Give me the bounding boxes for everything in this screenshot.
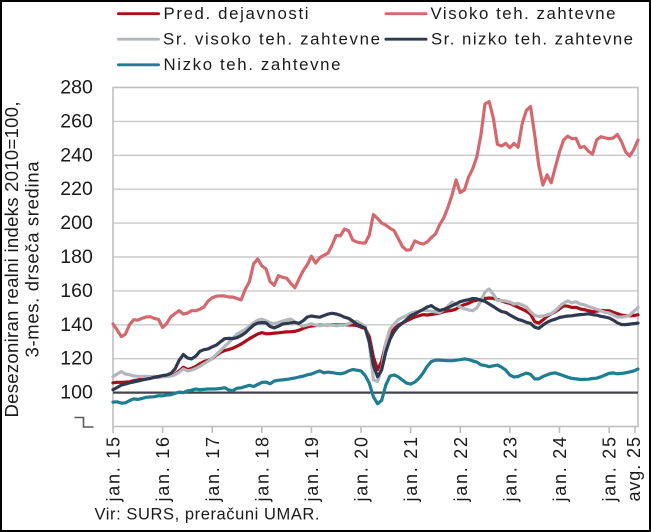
svg-text:220: 220 — [60, 178, 93, 200]
svg-text:jan. 20: jan. 20 — [352, 437, 372, 503]
svg-text:jan. 18: jan. 18 — [252, 437, 272, 503]
svg-text:jan. 19: jan. 19 — [302, 437, 322, 503]
svg-text:Visoko teh. zahtevne: Visoko teh. zahtevne — [431, 4, 616, 23]
svg-text:Sr. visoko teh. zahtevne: Sr. visoko teh. zahtevne — [163, 29, 380, 48]
svg-text:240: 240 — [60, 144, 93, 166]
svg-text:260: 260 — [60, 110, 93, 132]
svg-text:Pred. dejavnosti: Pred. dejavnosti — [164, 4, 309, 23]
svg-text:Nizko teh. zahtevne: Nizko teh. zahtevne — [164, 55, 341, 74]
svg-text:jan. 24: jan. 24 — [550, 437, 570, 503]
svg-text:jan. 15: jan. 15 — [104, 437, 124, 503]
svg-text:jan. 17: jan. 17 — [203, 437, 223, 503]
svg-text:jan. 23: jan. 23 — [500, 437, 520, 503]
svg-text:jan. 21: jan. 21 — [401, 437, 421, 503]
svg-text:Vir: SURS, preračuni UMAR.: Vir: SURS, preračuni UMAR. — [95, 506, 320, 524]
svg-text:Desezoniran realni indeks 2010: Desezoniran realni indeks 2010=100, — [1, 101, 22, 417]
svg-text:160: 160 — [60, 280, 93, 302]
svg-text:jan. 16: jan. 16 — [153, 437, 173, 503]
svg-text:jan. 25: jan. 25 — [600, 437, 620, 503]
svg-text:200: 200 — [60, 212, 93, 234]
svg-text:280: 280 — [60, 77, 93, 99]
svg-text:140: 140 — [60, 314, 93, 336]
svg-text:120: 120 — [60, 348, 93, 370]
svg-text:180: 180 — [60, 246, 93, 268]
svg-text:avg. 25: avg. 25 — [624, 437, 644, 502]
svg-text:3-mes. drseča sredina: 3-mes. drseča sredina — [22, 161, 43, 358]
svg-text:100: 100 — [60, 382, 93, 404]
svg-text:Sr. nizko teh. zahtevne: Sr. nizko teh. zahtevne — [431, 29, 633, 48]
svg-text:jan. 22: jan. 22 — [451, 437, 471, 503]
